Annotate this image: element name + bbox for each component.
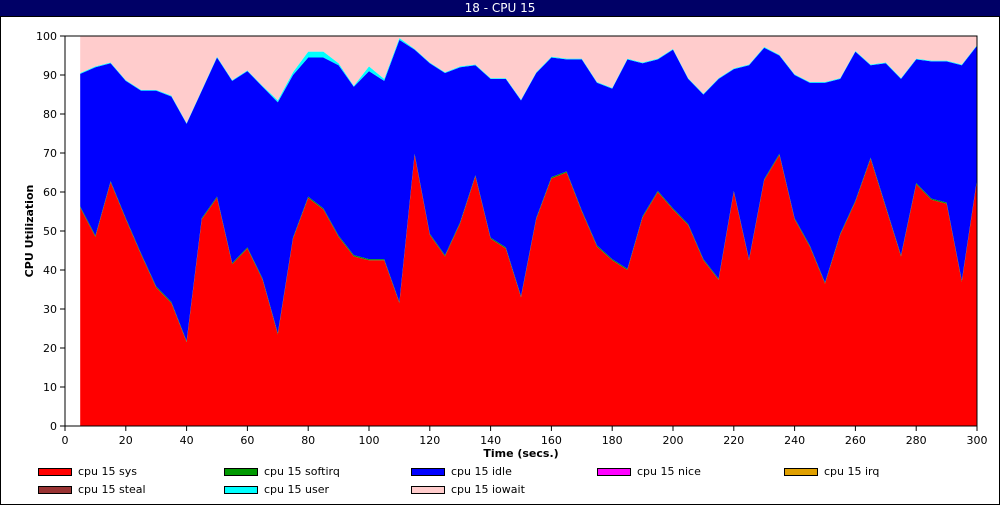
legend-swatch — [38, 486, 72, 494]
x-tick-label: 140 — [480, 434, 501, 447]
x-tick-label: 180 — [602, 434, 623, 447]
area-cpu-15-user — [80, 37, 977, 124]
legend-label: cpu 15 user — [264, 483, 329, 496]
legend-label: cpu 15 nice — [637, 465, 701, 478]
legend-swatch — [411, 468, 445, 476]
x-tick-label: 240 — [784, 434, 805, 447]
legend-swatch — [224, 468, 258, 476]
y-axis-label: CPU Utilization — [23, 185, 36, 278]
legend-label: cpu 15 sys — [78, 465, 137, 478]
x-tick-label: 40 — [180, 434, 194, 447]
x-axis-ticks: 0 20 40 60 80 100 120 140 160 180 200 220 240 260 280 3… — [62, 426, 988, 447]
y-tick-label: 40 — [43, 264, 57, 277]
y-tick-label: 50 — [43, 225, 57, 238]
y-tick-label: 0 — [50, 420, 57, 433]
stacked-areas — [80, 36, 977, 426]
y-tick-label: 80 — [43, 108, 57, 121]
window-title: 18 - CPU 15 — [0, 0, 1000, 16]
x-tick-label: 280 — [906, 434, 927, 447]
x-tick-label: 160 — [541, 434, 562, 447]
legend-swatch — [224, 486, 258, 494]
y-tick-label: 90 — [43, 69, 57, 82]
x-tick-label: 120 — [419, 434, 440, 447]
chart-legend: cpu 15 sys cpu 15 softirq cpu 15 idle cpu 1… — [0, 463, 1000, 503]
legend-label: cpu 15 steal — [78, 483, 146, 496]
y-tick-label: 20 — [43, 342, 57, 355]
x-tick-label: 300 — [967, 434, 988, 447]
legend-label: cpu 15 irq — [824, 465, 880, 478]
legend-swatch — [784, 468, 818, 476]
y-axis-ticks: 0 10 20 30 40 50 60 70 80 90 100 — [36, 30, 65, 433]
x-tick-label: 260 — [845, 434, 866, 447]
x-tick-label: 20 — [119, 434, 133, 447]
legend-label: cpu 15 softirq — [264, 465, 340, 478]
y-tick-label: 10 — [43, 381, 57, 394]
x-tick-label: 200 — [663, 434, 684, 447]
legend-swatch — [597, 468, 631, 476]
x-tick-label: 220 — [723, 434, 744, 447]
x-axis-label: Time (secs.) — [483, 447, 558, 460]
x-tick-label: 80 — [301, 434, 315, 447]
legend-label: cpu 15 iowait — [451, 483, 525, 496]
y-tick-label: 60 — [43, 186, 57, 199]
area-cpu-15-sys — [80, 154, 977, 426]
cpu-utilization-chart: 0 10 20 30 40 50 60 70 80 90 100 0 20 40 60 80 100 120 14… — [23, 30, 988, 460]
y-tick-label: 70 — [43, 147, 57, 160]
legend-label: cpu 15 idle — [451, 465, 512, 478]
x-tick-label: 100 — [359, 434, 380, 447]
legend-swatch — [411, 486, 445, 494]
area-cpu-15-idle — [80, 39, 977, 341]
y-tick-label: 100 — [36, 30, 57, 43]
chart-frame: 0 10 20 30 40 50 60 70 80 90 100 0 20 40 60 80 100 120 14… — [0, 16, 1000, 505]
x-tick-label: 60 — [240, 434, 254, 447]
legend-swatch — [38, 468, 72, 476]
area-cpu-15-iowait — [80, 36, 977, 123]
y-tick-label: 30 — [43, 303, 57, 316]
x-tick-label: 0 — [62, 434, 69, 447]
